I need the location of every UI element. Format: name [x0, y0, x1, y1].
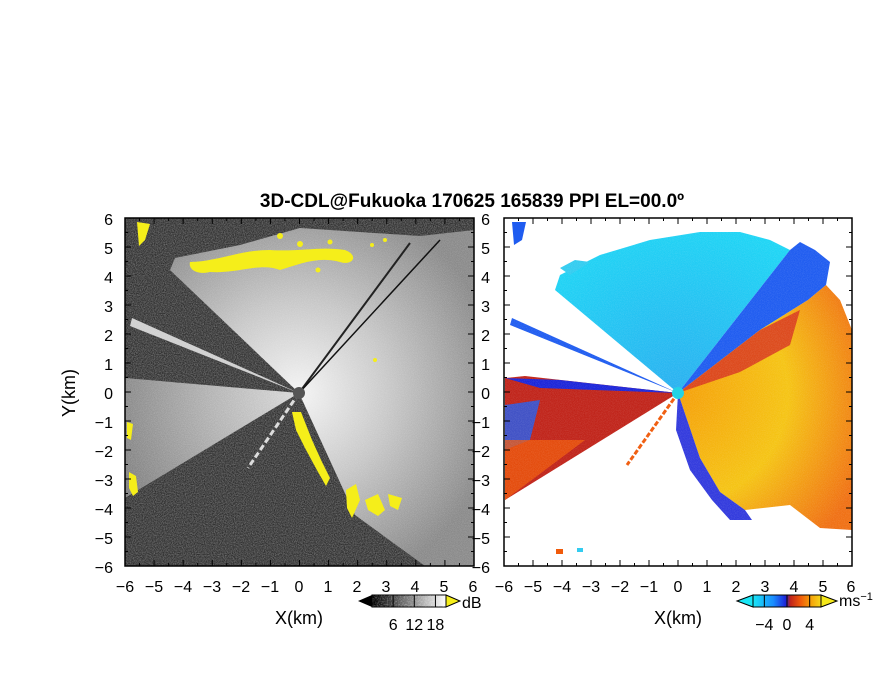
colorbar-underflow-arrow: [358, 595, 372, 607]
x-tick-label: −5: [145, 579, 163, 596]
x-tick-label: −1: [640, 579, 658, 596]
y-tick-label: 4: [481, 270, 490, 287]
y-axis-labels: 6 5 4 3 2 1 0 −1 −2 −3 −4 −5 −6: [472, 212, 490, 577]
y-tick-label: −3: [95, 473, 113, 490]
chart-title: 3D-CDL@Fukuoka 170625 165839 PPI EL=00.0…: [260, 191, 684, 212]
x-tick-label: −2: [611, 579, 629, 596]
x-axis-labels: −6 −5 −4 −3 −2 −1 0 1 2 3 4 5 6: [116, 579, 478, 596]
x-tick-label: 4: [790, 579, 799, 596]
reflectivity-image: [125, 218, 474, 566]
x-tick-label: 1: [324, 579, 333, 596]
x-tick-label: −6: [116, 579, 134, 596]
radar-center-marker: [293, 387, 305, 399]
colorbar-tick-label: 4: [805, 617, 814, 634]
x-tick-label: −6: [495, 579, 513, 596]
y-tick-label: −6: [95, 560, 113, 577]
x-tick-label: −4: [553, 579, 571, 596]
y-tick-label: −3: [472, 473, 490, 490]
x-axis-label: X(km): [654, 608, 702, 628]
colorbar-ticks: −4 0 4: [755, 595, 814, 634]
x-tick-label: 1: [703, 579, 712, 596]
y-tick-label: 6: [481, 212, 490, 229]
axis-ticks: [503, 217, 853, 567]
y-tick-label: −6: [472, 560, 490, 577]
x-tick-label: −1: [261, 579, 279, 596]
x-tick-label: 4: [411, 579, 420, 596]
colorbar-unit-exponent: −1: [860, 591, 873, 603]
x-tick-label: 3: [382, 579, 391, 596]
colorbar-tick-label: 12: [405, 617, 423, 634]
axis-ticks: [124, 217, 475, 567]
y-tick-label: 3: [104, 299, 113, 316]
x-tick-label: 2: [353, 579, 362, 596]
x-tick-label: −5: [524, 579, 542, 596]
x-tick-label: −2: [232, 579, 250, 596]
colorbar-tick-label: −4: [755, 617, 773, 634]
x-tick-label: 2: [732, 579, 741, 596]
colorbar-overflow-arrow: [820, 594, 839, 608]
y-tick-label: 3: [481, 299, 490, 316]
x-tick-label: −3: [203, 579, 221, 596]
y-tick-label: 5: [104, 241, 113, 258]
y-tick-label: 0: [481, 386, 490, 403]
y-tick-label: 1: [104, 357, 113, 374]
radar-center-marker: [672, 387, 684, 399]
reflectivity-colorbar: 6 12 18 dB: [358, 594, 482, 634]
x-axis-labels: −6 −5 −4 −3 −2 −1 0 1 2 3 4 5 6: [495, 579, 856, 596]
y-axis-label: Y(km): [59, 369, 79, 417]
colorbar-underflow-arrow: [735, 594, 754, 608]
x-tick-label: −4: [174, 579, 192, 596]
colorbar-ticks: 6 12 18: [389, 595, 445, 634]
y-tick-label: −2: [472, 444, 490, 461]
y-tick-label: −1: [95, 415, 113, 432]
x-axis-label: X(km): [275, 608, 323, 628]
velocity-image: [504, 218, 852, 566]
x-tick-label: 5: [440, 579, 449, 596]
y-tick-label: −4: [472, 502, 490, 519]
x-tick-label: −3: [582, 579, 600, 596]
colorbar-unit-base: ms: [839, 593, 860, 610]
colorbar-tick-label: 18: [427, 617, 445, 634]
colorbar-unit: dB: [462, 595, 482, 612]
overflow-region: [127, 222, 402, 518]
y-tick-label: 0: [104, 386, 113, 403]
velocity-colorbar: −4 0 4 ms−1: [735, 591, 873, 634]
x-tick-label: 5: [819, 579, 828, 596]
colorbar-overflow-arrow: [445, 594, 462, 608]
y-tick-label: 6: [104, 212, 113, 229]
x-tick-label: 0: [674, 579, 683, 596]
y-tick-label: 5: [481, 241, 490, 258]
y-tick-label: −1: [472, 415, 490, 432]
y-tick-label: 1: [481, 357, 490, 374]
x-tick-label: 0: [295, 579, 304, 596]
colorbar-tick-label: 6: [389, 617, 398, 634]
y-tick-label: −2: [95, 444, 113, 461]
colorbar-tick-label: 0: [783, 617, 792, 634]
velocity-panel: −6 −5 −4 −3 −2 −1 0 1 2 3 4 5 6 6 5 4 3 …: [472, 212, 873, 634]
y-tick-label: −5: [95, 531, 113, 548]
y-axis-labels: 6 5 4 3 2 1 0 −1 −2 −3 −4 −5 −6: [95, 212, 113, 577]
y-tick-label: −4: [95, 502, 113, 519]
colorbar-unit: ms−1: [839, 591, 873, 610]
x-tick-label: 6: [847, 579, 856, 596]
y-tick-label: 2: [104, 328, 113, 345]
x-tick-label: 3: [761, 579, 770, 596]
y-tick-label: −5: [472, 531, 490, 548]
y-tick-label: 2: [481, 328, 490, 345]
reflectivity-panel: 6 5 4 3 2 1 0 −1 −2 −3 −4 −5 −6 −6 −5 −4…: [59, 212, 482, 634]
y-tick-label: 4: [104, 270, 113, 287]
x-tick-label: 6: [469, 579, 478, 596]
